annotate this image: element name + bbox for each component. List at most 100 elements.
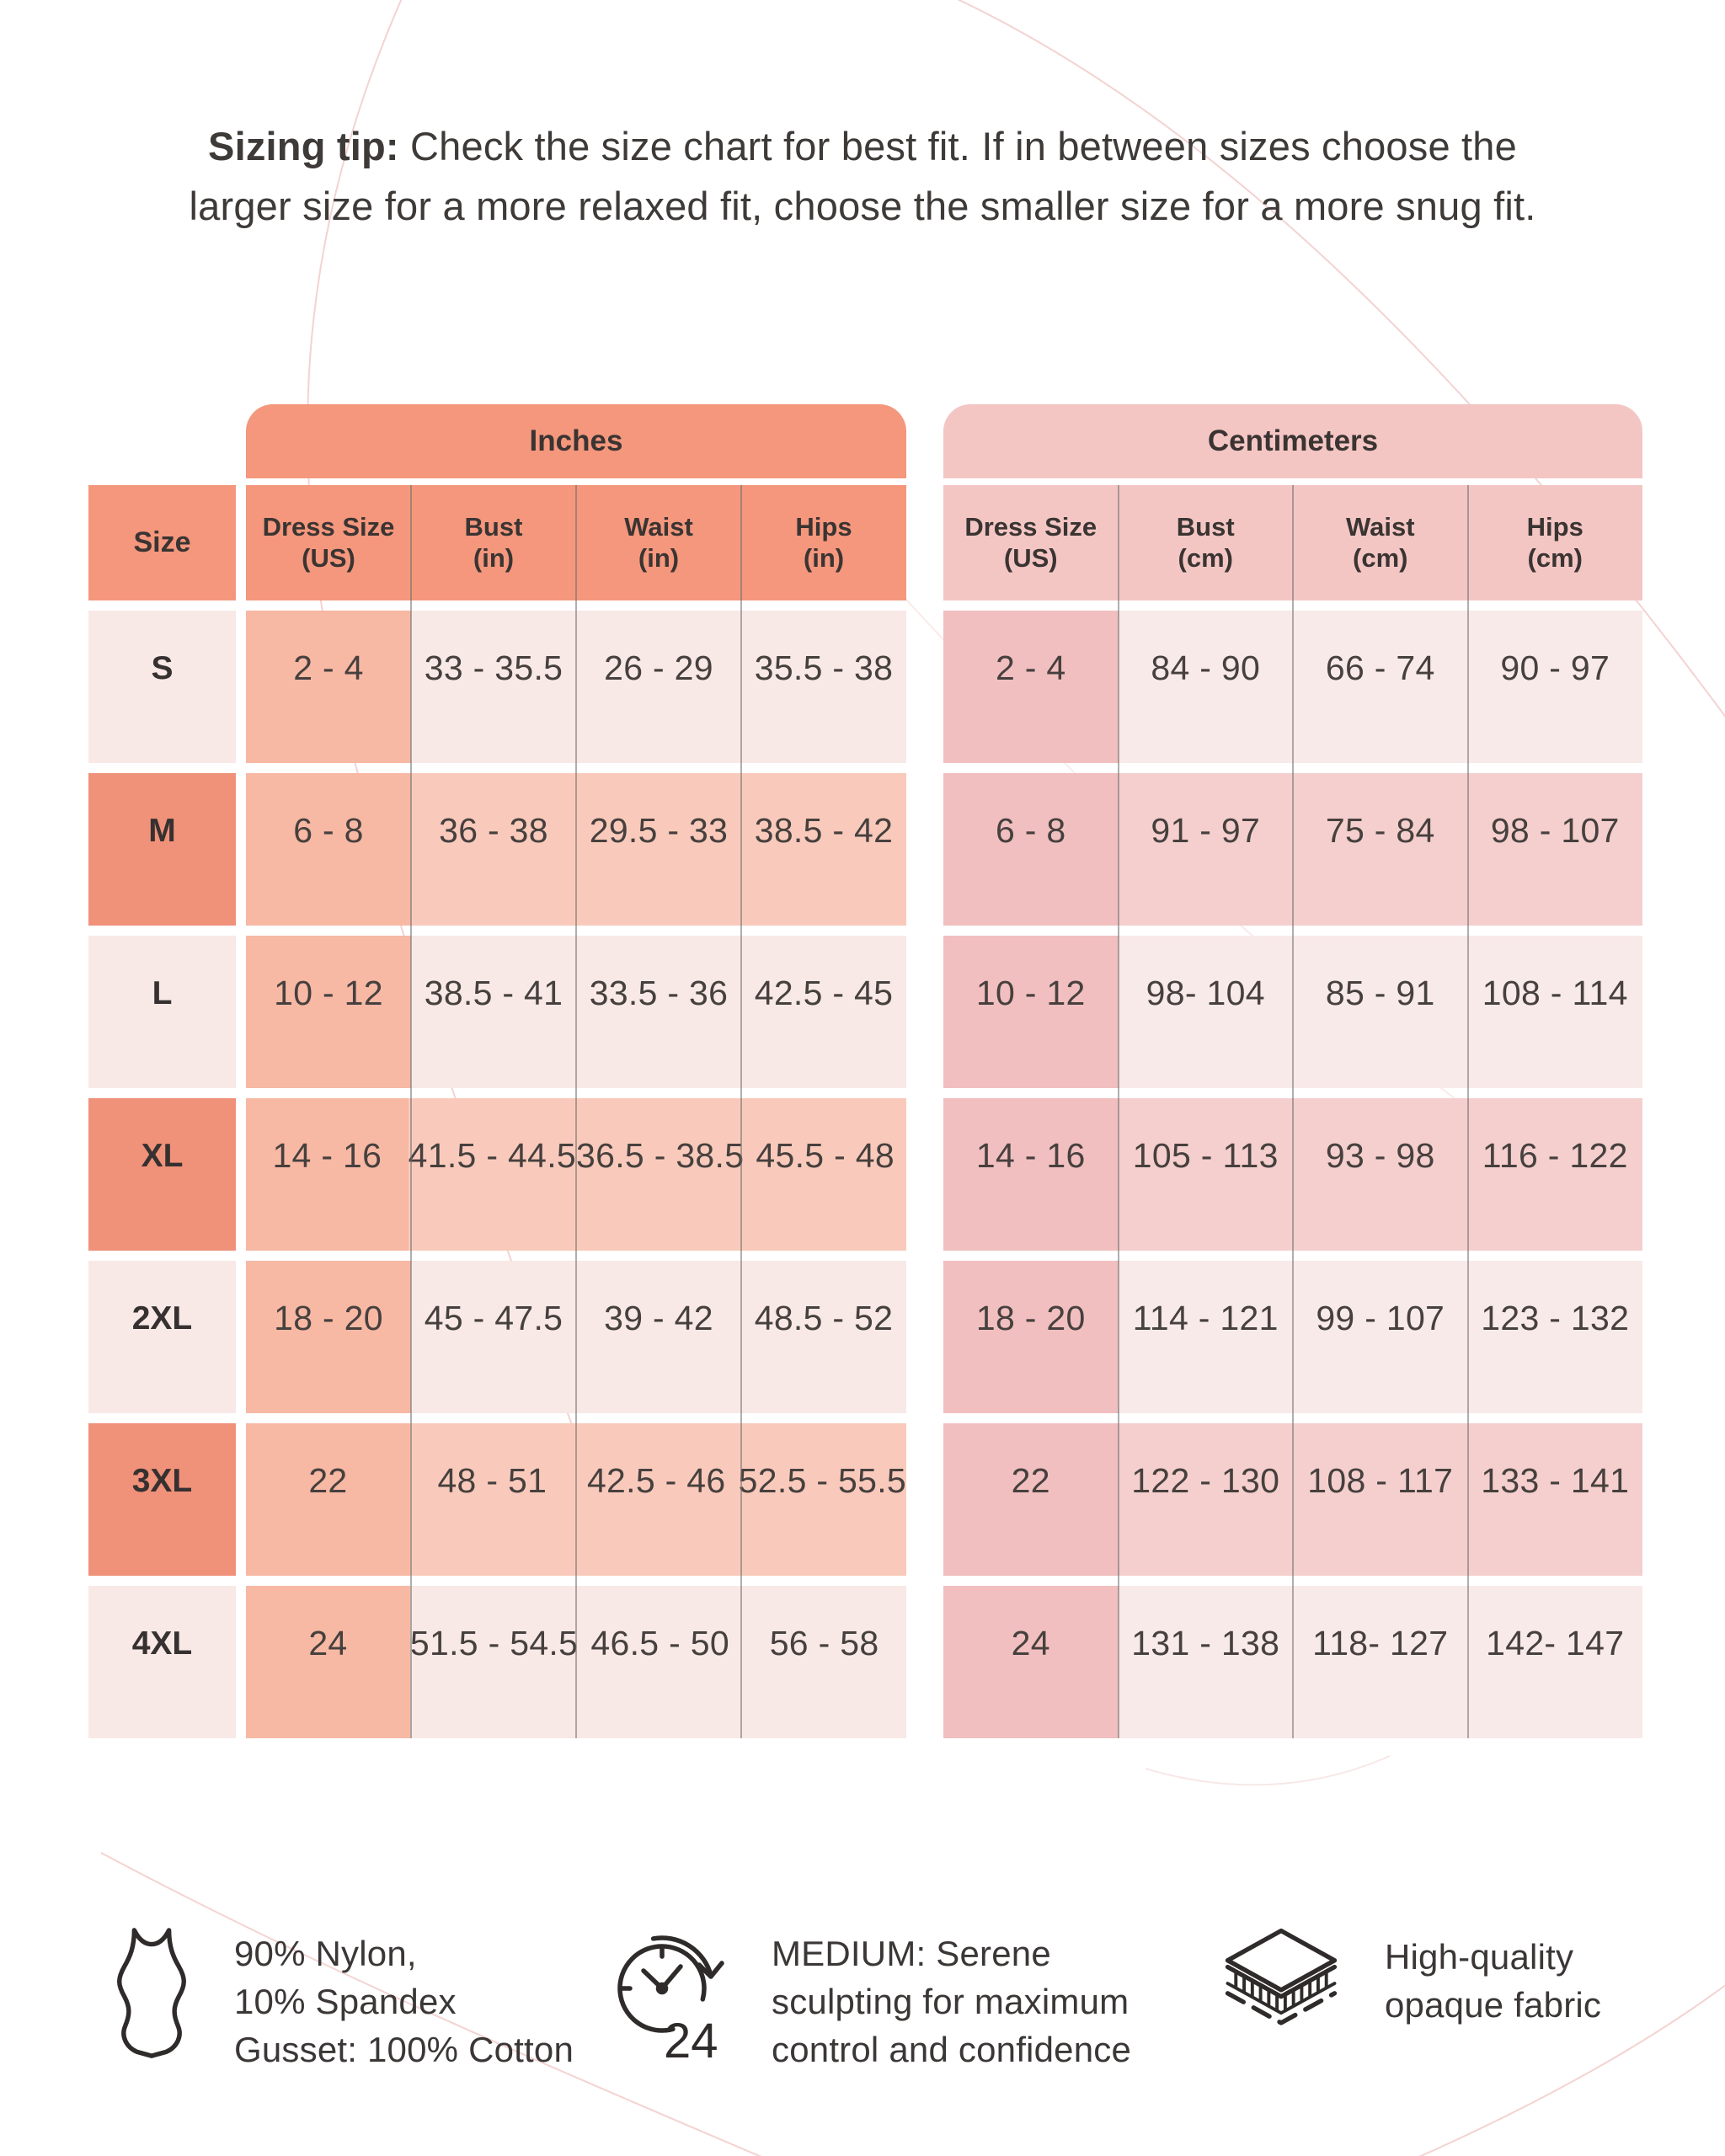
column-header-line1: Waist (624, 511, 693, 542)
cell-hips: 116 - 122 (1467, 1098, 1642, 1251)
control-level-line: control and confidence (772, 2030, 1132, 2069)
size-label-s: S (88, 611, 236, 763)
cell-bust: 91 - 97 (1118, 773, 1293, 926)
material-line: 10% Spandex (234, 1982, 457, 2021)
swimsuit-icon (117, 1928, 186, 2058)
cell-hips: 123 - 132 (1467, 1261, 1642, 1413)
cell-waist: 39 - 42 (576, 1261, 741, 1413)
column-header-line1: Hips (1526, 511, 1583, 542)
cell-dress-size: 10 - 12 (246, 936, 411, 1088)
cell-waist: 85 - 91 (1293, 936, 1468, 1088)
material-text: 90% Nylon, 10% Spandex Gusset: 100% Cott… (234, 1929, 574, 2073)
cell-waist: 46.5 - 50 (578, 1586, 743, 1738)
cell-bust: 33 - 35.5 (411, 611, 576, 763)
column-header-line1: Hips (795, 511, 852, 542)
cell-waist: 33.5 - 36 (576, 936, 741, 1088)
column-header-hips: Hips (cm) (1467, 485, 1642, 600)
column-header-line1: Waist (1345, 511, 1415, 542)
fabric-layers-icon (1225, 1928, 1338, 2025)
column-divider (1466, 485, 1469, 1738)
table-row: 18 - 20 45 - 47.5 39 - 42 48.5 - 52 (246, 1261, 906, 1413)
cell-waist: 118- 127 (1293, 1586, 1468, 1738)
cell-bust: 114 - 121 (1118, 1261, 1293, 1413)
cell-dress-size: 14 - 16 (246, 1098, 409, 1251)
size-label-l: L (88, 936, 236, 1088)
table-row: 10 - 12 98- 104 85 - 91 108 - 114 (943, 936, 1642, 1088)
cell-hips: 90 - 97 (1467, 611, 1642, 763)
table-row: 10 - 12 38.5 - 41 33.5 - 36 42.5 - 45 (246, 936, 906, 1088)
sizing-tip-text-line1: Check the size chart for best fit. If in… (398, 124, 1517, 168)
clock-24-badge: 24 (664, 2014, 718, 2068)
control-level-info: 24 MEDIUM: Serene sculpting for maximum … (610, 1923, 1131, 2073)
cell-hips: 108 - 114 (1467, 936, 1642, 1088)
cell-dress-size: 24 (246, 1586, 410, 1738)
column-divider (410, 485, 412, 1738)
control-level-line: sculpting for maximum (772, 1982, 1130, 2021)
cell-hips: 133 - 141 (1467, 1423, 1642, 1576)
table-row: 6 - 8 36 - 38 29.5 - 33 38.5 - 42 (246, 773, 906, 926)
table-row: 14 - 16 41.5 - 44.5 36.5 - 38.5 45.5 - 4… (246, 1098, 906, 1251)
material-info: 90% Nylon, 10% Spandex Gusset: 100% Cott… (106, 1923, 574, 2073)
cell-waist: 42.5 - 46 (574, 1423, 739, 1576)
cell-dress-size: 22 (943, 1423, 1119, 1576)
cell-hips: 45.5 - 48 (744, 1098, 906, 1251)
column-header-line2: (cm) (1353, 542, 1408, 573)
column-header-dress-size: Dress Size (US) (246, 485, 411, 600)
cell-waist: 93 - 98 (1293, 1098, 1468, 1251)
centimeters-table-header-row: Dress Size (US) Bust (cm) Waist (cm) Hip… (943, 485, 1642, 600)
fabric-quality-text: High-quality opaque fabric (1385, 1933, 1601, 2049)
column-header-line2: (US) (1003, 542, 1058, 573)
cell-dress-size: 2 - 4 (246, 611, 411, 763)
cell-hips: 42.5 - 45 (741, 936, 906, 1088)
column-divider (740, 485, 742, 1738)
column-header-line2: (cm) (1527, 542, 1583, 573)
size-label-xl: XL (88, 1098, 236, 1251)
cell-waist: 66 - 74 (1293, 611, 1468, 763)
size-column-header: Size (88, 485, 236, 600)
cell-waist: 99 - 107 (1293, 1261, 1468, 1413)
fabric-quality-line: opaque fabric (1385, 1985, 1602, 2025)
cell-hips: 142- 147 (1467, 1586, 1642, 1738)
cell-hips: 38.5 - 42 (741, 773, 906, 926)
cell-bust: 36 - 38 (411, 773, 576, 926)
size-label-4xl: 4XL (88, 1586, 236, 1738)
cell-dress-size: 6 - 8 (246, 773, 411, 926)
cell-dress-size: 10 - 12 (943, 936, 1119, 1088)
cell-dress-size: 22 (246, 1423, 410, 1576)
clock-24-icon: 24 (617, 1935, 724, 2068)
control-level-line: MEDIUM: Serene (772, 1934, 1051, 1973)
column-header-bust: Bust (cm) (1118, 485, 1293, 600)
cell-bust: 131 - 138 (1118, 1586, 1293, 1738)
cell-bust: 48 - 51 (409, 1423, 574, 1576)
table-row: 2 - 4 84 - 90 66 - 74 90 - 97 (943, 611, 1642, 763)
cell-hips: 98 - 107 (1467, 773, 1642, 926)
centimeters-table: Centimeters Dress Size (US) Bust (cm) Wa… (943, 404, 1642, 1738)
size-label-m: M (88, 773, 236, 926)
size-label-2xl: 2XL (88, 1261, 236, 1413)
table-row: 6 - 8 91 - 97 75 - 84 98 - 107 (943, 773, 1642, 926)
inches-table: Inches Dress Size (US) Bust (in) Waist (… (246, 404, 907, 1738)
column-header-line1: Dress Size (964, 511, 1097, 542)
column-header-line1: Bust (1176, 511, 1235, 542)
cell-waist: 36.5 - 38.5 (576, 1098, 745, 1251)
cell-bust: 51.5 - 54.5 (409, 1586, 579, 1738)
cell-dress-size: 18 - 20 (943, 1261, 1119, 1413)
column-divider (1117, 485, 1119, 1738)
column-header-line2: (in) (473, 542, 515, 573)
table-row: 18 - 20 114 - 121 99 - 107 123 - 132 (943, 1261, 1642, 1413)
column-header-dress-size: Dress Size (US) (943, 485, 1119, 600)
column-header-line1: Dress Size (262, 511, 395, 542)
size-label-3xl: 3XL (88, 1423, 236, 1576)
fabric-quality-line: High-quality (1385, 1937, 1574, 1977)
table-row: 22 122 - 130 108 - 117 133 - 141 (943, 1423, 1642, 1576)
column-divider (1292, 485, 1294, 1738)
material-line: Gusset: 100% Cotton (234, 2030, 574, 2069)
cell-dress-size: 18 - 20 (246, 1261, 411, 1413)
column-header-waist: Waist (in) (576, 485, 741, 600)
cell-dress-size: 24 (943, 1586, 1119, 1738)
cell-waist: 26 - 29 (576, 611, 741, 763)
inches-table-title: Inches (246, 404, 906, 478)
control-level-text: MEDIUM: Serene sculpting for maximum con… (772, 1929, 1131, 2073)
cell-hips: 56 - 58 (742, 1586, 907, 1738)
